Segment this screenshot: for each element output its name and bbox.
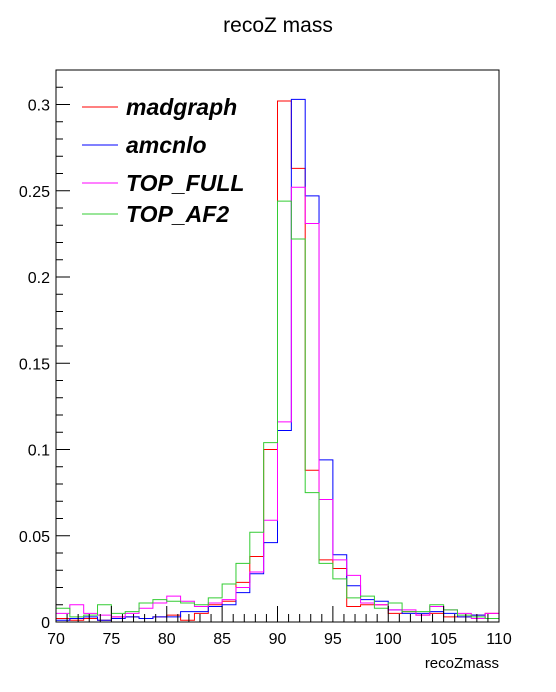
histogram-top-full <box>55 186 500 622</box>
x-tick-label: 95 <box>324 631 342 648</box>
legend-label: TOP_AF2 <box>126 201 229 227</box>
x-tick-label: 100 <box>375 631 402 648</box>
y-tick-label: 0.25 <box>19 184 50 201</box>
y-tick-label: 0.15 <box>19 356 50 373</box>
x-tick-label: 70 <box>47 631 65 648</box>
x-axis-label: recoZmass <box>425 655 499 672</box>
histograms <box>55 98 500 622</box>
legend-label: TOP_FULL <box>126 170 244 196</box>
legend-label: amcnlo <box>126 132 207 158</box>
y-tick-label: 0.1 <box>28 443 50 460</box>
x-tick-label: 85 <box>213 631 231 648</box>
y-tick-label: 0.2 <box>28 270 50 287</box>
x-tick-label: 80 <box>158 631 176 648</box>
x-tick-label: 105 <box>430 631 457 648</box>
legend: madgraph amcnlo TOP_FULL TOP_AF2 <box>82 94 244 227</box>
legend-label: madgraph <box>126 94 237 120</box>
histogram-top-af2 <box>55 200 500 622</box>
x-tick-label: 75 <box>102 631 120 648</box>
x-axis: 70 75 80 85 90 95 100 105 110 <box>47 606 512 648</box>
y-axis: 0 0.05 0.1 0.15 0.2 0.25 0.3 <box>19 69 70 632</box>
x-tick-label: 90 <box>269 631 287 648</box>
x-tick-label: 110 <box>486 631 512 648</box>
y-tick-label: 0.05 <box>19 529 50 546</box>
y-tick-label: 0 <box>41 615 50 632</box>
y-tick-label: 0.3 <box>28 98 50 115</box>
chart-title: recoZ mass <box>223 14 333 37</box>
